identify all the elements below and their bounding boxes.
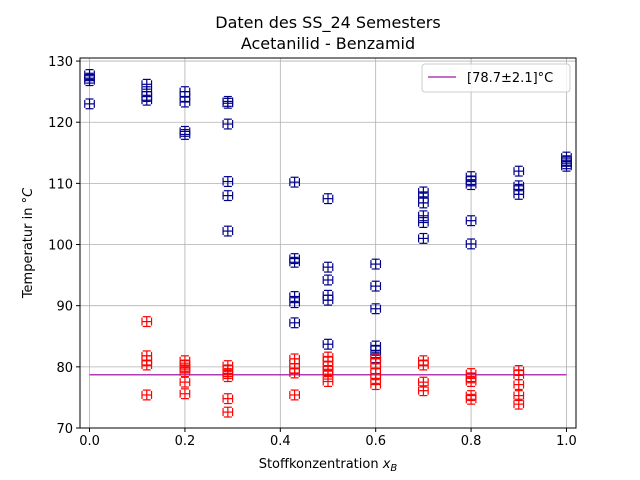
data-series [84, 69, 572, 364]
data-point [465, 376, 477, 388]
data-point [222, 176, 234, 188]
x-tick-label: 0.4 [270, 434, 291, 449]
data-point [141, 316, 153, 328]
data-point [289, 317, 300, 329]
data-point [141, 389, 153, 401]
data-point [179, 388, 191, 400]
data-point [322, 193, 334, 205]
data-point [289, 176, 300, 188]
data-point [289, 297, 300, 309]
data-point [418, 210, 429, 222]
data-point [322, 274, 334, 286]
legend: [78.7±2.1]°C [421, 63, 571, 93]
data-point [513, 188, 525, 200]
data-point [289, 389, 300, 401]
data-point [222, 190, 234, 202]
data-point [179, 366, 191, 378]
x-tick-label: 0.6 [365, 434, 386, 449]
data-point [370, 303, 382, 315]
x-tick-label: 0.0 [79, 434, 100, 449]
data-point [289, 367, 300, 379]
y-tick-label: 110 [48, 177, 73, 192]
x-axis-ticks: 0.0 0.2 0.4 0.6 0.8 1.0 [79, 428, 577, 449]
data-point [513, 390, 525, 402]
y-tick-label: 130 [48, 55, 73, 70]
data-point [561, 160, 572, 172]
data-point [322, 368, 334, 380]
data-point [141, 94, 153, 106]
data-point [513, 379, 525, 391]
y-tick-label: 100 [48, 239, 73, 254]
x-axis-label-text: Stoffkonzentration [259, 457, 383, 472]
data-point [418, 359, 429, 371]
data-point [84, 98, 95, 110]
x-tick-label: 0.8 [461, 434, 482, 449]
data-point [322, 338, 334, 350]
data-point [222, 118, 234, 130]
data-point [289, 256, 300, 268]
y-axis-label-text: Temperatur in [21, 203, 36, 299]
data-point [222, 97, 234, 109]
data-point [513, 165, 525, 177]
data-point [370, 379, 382, 391]
data-point [322, 294, 334, 306]
y-axis-ticks: 70 80 90 100 110 120 130 [48, 55, 80, 437]
data-point [370, 280, 382, 292]
data-point [370, 258, 382, 270]
data-point [179, 376, 191, 388]
data-point [418, 232, 429, 244]
data-point [222, 225, 234, 237]
x-tick-label: 1.0 [556, 434, 577, 449]
data-point [465, 215, 477, 227]
data-point [222, 393, 234, 405]
data-point [513, 398, 525, 410]
data-point [84, 75, 95, 87]
data-point [465, 179, 477, 191]
data-point [418, 217, 429, 229]
y-tick-label: 120 [48, 116, 73, 131]
x-axis-label-variable: x [382, 457, 391, 472]
y-axis-label: Temperatur in °C [21, 187, 36, 299]
y-tick-label: 70 [56, 422, 73, 437]
x-axis-label-subscript: B [390, 463, 397, 474]
y-axis-label-unit: °C [21, 187, 36, 204]
data-point [179, 96, 191, 108]
data-series [141, 316, 525, 418]
legend-label: [78.7±2.1]°C [467, 71, 553, 86]
data-point [141, 359, 153, 371]
data-point [322, 261, 334, 273]
data-point [418, 385, 429, 397]
x-axis-label: Stoffkonzentration xB [259, 457, 398, 474]
data-point [465, 393, 477, 405]
plot-frame [79, 57, 577, 429]
data-point [465, 238, 477, 250]
y-tick-label: 90 [56, 300, 73, 315]
y-tick-label: 80 [56, 361, 73, 376]
x-tick-label: 0.2 [175, 434, 196, 449]
data-point [222, 406, 234, 418]
grid-lines [80, 58, 576, 429]
data-points [84, 69, 572, 418]
data-point [222, 371, 234, 383]
legend-box [421, 63, 571, 93]
data-point [322, 376, 334, 388]
chart-title: Daten des SS_24 Semesters [215, 13, 440, 33]
data-point [418, 197, 429, 209]
chart-subtitle: Acetanilid - Benzamid [241, 34, 415, 53]
data-point [179, 128, 191, 140]
